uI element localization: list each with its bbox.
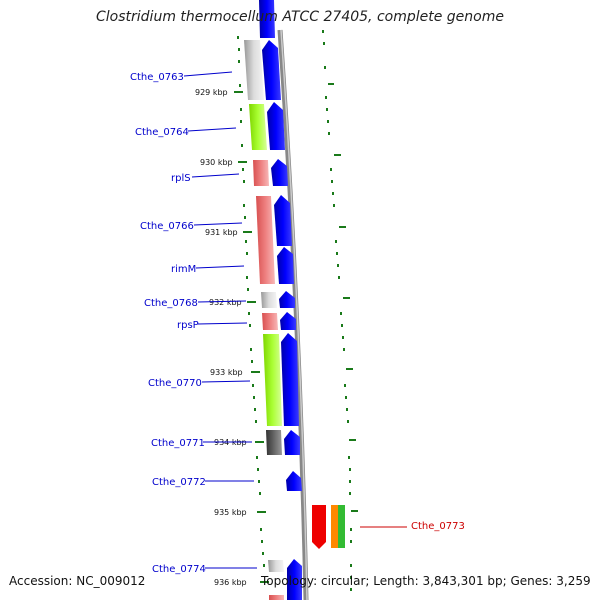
reverse-strand-genes bbox=[312, 505, 345, 549]
feature-bar-pink[interactable] bbox=[269, 595, 284, 600]
feature-bar-gray[interactable] bbox=[261, 292, 277, 308]
gene-labels: Cthe_0763 Cthe_0764 rplS Cthe_0766 rimM … bbox=[130, 72, 465, 575]
gene-label-cthe-0774[interactable]: Cthe_0774 bbox=[152, 564, 206, 575]
gene-label-rpls[interactable]: rplS bbox=[171, 173, 191, 184]
gene-arrow[interactable] bbox=[284, 430, 300, 455]
feature-bar-green[interactable] bbox=[263, 334, 282, 426]
kbp-tick-label: 936 kbp bbox=[214, 578, 247, 587]
gene-arrow[interactable] bbox=[262, 40, 281, 100]
gene-label-cthe-0770[interactable]: Cthe_0770 bbox=[148, 378, 202, 389]
accession-text: Accession: NC_009012 bbox=[9, 574, 146, 588]
gene-label-cthe-0764[interactable]: Cthe_0764 bbox=[135, 127, 189, 138]
genome-backbone bbox=[277, 29, 309, 600]
feature-bar-gray[interactable] bbox=[268, 560, 284, 572]
gene-arrow[interactable] bbox=[286, 471, 302, 491]
gene-arrow-reverse[interactable] bbox=[312, 505, 326, 549]
leader-lines bbox=[183, 71, 407, 569]
gene-label-rimm[interactable]: rimM bbox=[171, 264, 196, 275]
gene-arrow[interactable] bbox=[277, 247, 294, 284]
gene-arrow[interactable] bbox=[279, 291, 295, 308]
kbp-ticks bbox=[234, 91, 269, 583]
feature-bar-darkgray[interactable] bbox=[266, 430, 282, 455]
scale-ring-outer bbox=[322, 30, 352, 591]
feature-bar-green[interactable] bbox=[249, 104, 267, 150]
gene-label-cthe-0771[interactable]: Cthe_0771 bbox=[151, 438, 205, 449]
topology-text: Topology: circular; Length: 3,843,301 bp… bbox=[261, 574, 591, 588]
major-ticks-outer bbox=[328, 83, 358, 512]
gene-arrow[interactable] bbox=[271, 159, 288, 186]
gene-arrow[interactable] bbox=[280, 312, 296, 330]
kbp-tick-label: 933 kbp bbox=[210, 368, 243, 377]
gene-arrow[interactable] bbox=[267, 102, 285, 150]
kbp-tick-label: 929 kbp bbox=[195, 88, 228, 97]
feature-bars bbox=[244, 40, 284, 600]
kbp-tick-label: 930 kbp bbox=[200, 158, 233, 167]
gene-label-cthe-0763[interactable]: Cthe_0763 bbox=[130, 72, 184, 83]
scale-ring-inner bbox=[237, 36, 265, 567]
feature-bar-orange[interactable] bbox=[331, 505, 338, 548]
map-title: Clostridium thermocellum ATCC 27405, com… bbox=[96, 9, 504, 25]
feature-bar-pink[interactable] bbox=[256, 196, 275, 284]
kbp-tick-label: 935 kbp bbox=[214, 508, 247, 517]
feature-bar-green[interactable] bbox=[338, 505, 345, 548]
gene-label-cthe-0773[interactable]: Cthe_0773 bbox=[411, 521, 465, 532]
feature-bar-gray[interactable] bbox=[244, 40, 264, 100]
gene-label-rpsp[interactable]: rpsP bbox=[177, 320, 199, 331]
gene-arrow[interactable] bbox=[259, 0, 275, 38]
feature-bar-pink[interactable] bbox=[262, 313, 278, 330]
gene-label-cthe-0766[interactable]: Cthe_0766 bbox=[140, 221, 194, 232]
kbp-tick-label: 931 kbp bbox=[205, 228, 238, 237]
gene-arrow[interactable] bbox=[287, 559, 302, 600]
gene-label-cthe-0768[interactable]: Cthe_0768 bbox=[144, 298, 198, 309]
gene-arrow[interactable] bbox=[281, 333, 299, 426]
gene-arrows bbox=[259, 0, 302, 600]
gene-arrow[interactable] bbox=[274, 195, 292, 246]
kbp-tick-label: 932 kbp bbox=[209, 298, 242, 307]
gene-label-cthe-0772[interactable]: Cthe_0772 bbox=[152, 477, 206, 488]
feature-bar-pink[interactable] bbox=[253, 160, 269, 186]
